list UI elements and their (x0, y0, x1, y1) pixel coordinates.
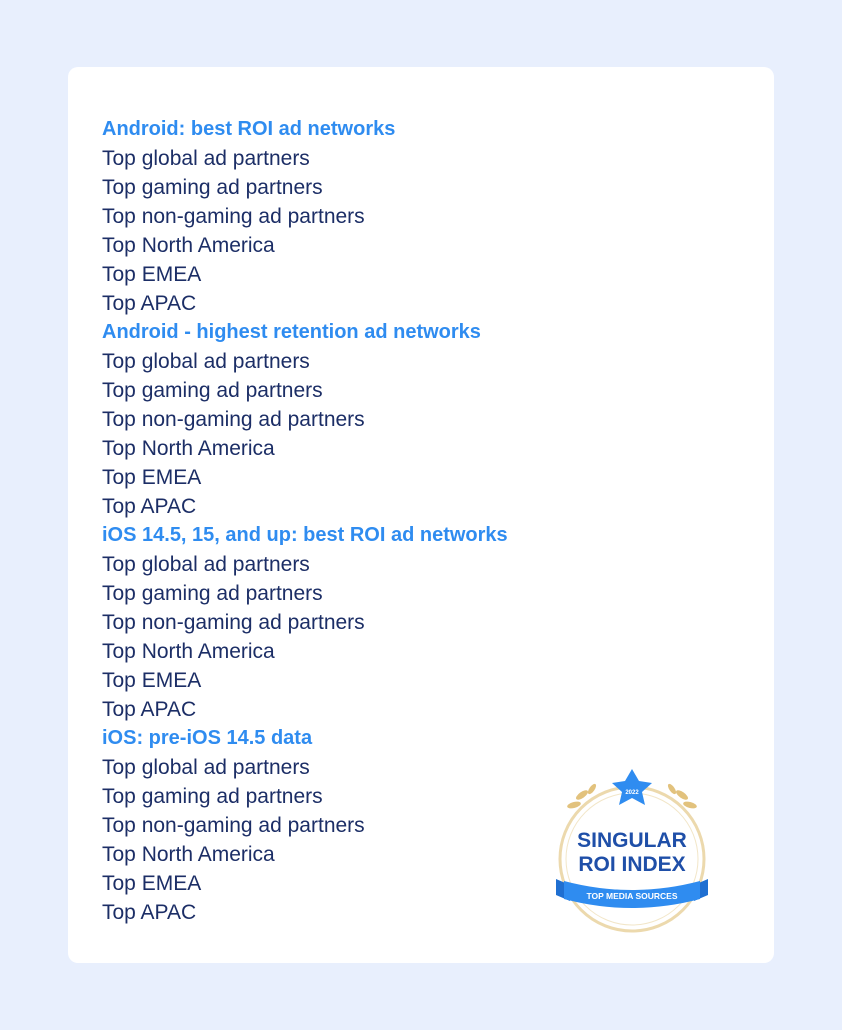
list-item[interactable]: Top gaming ad partners (102, 379, 323, 402)
list-item[interactable]: Top APAC (102, 698, 197, 721)
laurel-left-icon (567, 783, 597, 809)
list-item[interactable]: Top APAC (102, 495, 197, 518)
list-item[interactable]: Top non-gaming ad partners (102, 814, 365, 837)
badge-title-line2: ROI INDEX (578, 853, 685, 876)
list-item[interactable]: Top gaming ad partners (102, 176, 323, 199)
section-title-android-roi[interactable]: Android: best ROI ad networks (102, 118, 396, 140)
list-item[interactable]: Top non-gaming ad partners (102, 408, 365, 431)
singular-roi-index-badge: 2022 SINGULAR ROI INDEX TOP MEDIA SOURCE… (556, 769, 708, 933)
badge-ribbon (564, 881, 700, 908)
list-item[interactable]: Top global ad partners (102, 756, 310, 779)
list-item[interactable]: Top North America (102, 234, 275, 257)
list-item[interactable]: Top EMEA (102, 466, 202, 489)
list-item[interactable]: Top global ad partners (102, 553, 310, 576)
list-item[interactable]: Top EMEA (102, 263, 202, 286)
list-item[interactable]: Top North America (102, 640, 275, 663)
list-item[interactable]: Top non-gaming ad partners (102, 205, 365, 228)
list-item[interactable]: Top EMEA (102, 669, 202, 692)
list-item[interactable]: Top North America (102, 843, 275, 866)
laurel-right-icon (667, 783, 697, 809)
list-item[interactable]: Top non-gaming ad partners (102, 611, 365, 634)
content-card: Android: best ROI ad networks Top global… (68, 67, 774, 963)
section-title-ios-pre-14-5[interactable]: iOS: pre-iOS 14.5 data (102, 727, 313, 749)
list-item[interactable]: Top North America (102, 437, 275, 460)
list-item[interactable]: Top EMEA (102, 872, 202, 895)
list-item[interactable]: Top global ad partners (102, 350, 310, 373)
list-item[interactable]: Top global ad partners (102, 147, 310, 170)
badge-title-line1: SINGULAR (577, 829, 687, 852)
section-title-ios-roi[interactable]: iOS 14.5, 15, and up: best ROI ad networ… (102, 524, 508, 546)
badge-year: 2022 (625, 790, 639, 796)
list-item[interactable]: Top APAC (102, 901, 197, 924)
list-item[interactable]: Top gaming ad partners (102, 785, 323, 808)
section-title-android-retention[interactable]: Android - highest retention ad networks (102, 321, 481, 343)
list-item[interactable]: Top APAC (102, 292, 197, 315)
badge-ribbon-text: TOP MEDIA SOURCES (587, 891, 678, 901)
star-icon (612, 769, 652, 805)
list-item[interactable]: Top gaming ad partners (102, 582, 323, 605)
roi-index-list: Android: best ROI ad networks Top global… (102, 115, 508, 927)
